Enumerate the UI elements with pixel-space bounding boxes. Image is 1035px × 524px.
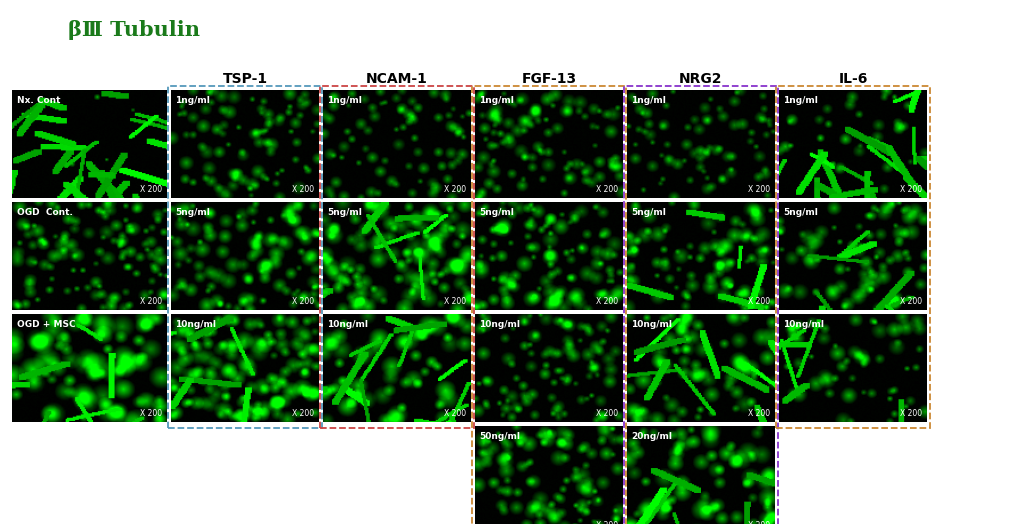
Text: X 200: X 200 [748,297,771,305]
Text: 10ng/ml: 10ng/ml [631,321,673,330]
Text: X 200: X 200 [444,297,467,305]
Bar [624,86,778,524]
Text: 50ng/ml: 50ng/ml [479,432,521,442]
Text: X 200: X 200 [293,297,315,305]
Text: X 200: X 200 [748,521,771,524]
Text: X 200: X 200 [293,409,315,418]
Text: 10ng/ml: 10ng/ml [176,321,216,330]
Text: X 200: X 200 [748,409,771,418]
Text: 5ng/ml: 5ng/ml [631,209,667,217]
Text: βⅢ Tubulin: βⅢ Tubulin [68,20,200,40]
Text: 5ng/ml: 5ng/ml [783,209,819,217]
Text: TSP-1: TSP-1 [223,72,268,86]
Text: X 200: X 200 [140,184,162,194]
Text: X 200: X 200 [293,184,315,194]
Text: IL-6: IL-6 [838,72,867,86]
Text: X 200: X 200 [596,297,619,305]
Bar [320,86,474,428]
Text: X 200: X 200 [140,409,162,418]
Text: 1ng/ml: 1ng/ml [479,96,514,105]
Text: X 200: X 200 [444,409,467,418]
Text: NRG2: NRG2 [679,72,722,86]
Text: 10ng/ml: 10ng/ml [479,321,521,330]
Text: X 200: X 200 [596,184,619,194]
Text: 20ng/ml: 20ng/ml [631,432,673,442]
Text: FGF-13: FGF-13 [522,72,576,86]
Bar [472,86,626,524]
Text: X 200: X 200 [140,297,162,305]
Text: X 200: X 200 [748,184,771,194]
Bar [168,86,322,428]
Bar [776,86,930,428]
Text: 5ng/ml: 5ng/ml [327,209,362,217]
Text: 10ng/ml: 10ng/ml [327,321,368,330]
Text: 5ng/ml: 5ng/ml [479,209,514,217]
Text: 1ng/ml: 1ng/ml [783,96,819,105]
Text: 10ng/ml: 10ng/ml [783,321,825,330]
Text: Nx. Cont: Nx. Cont [17,96,60,105]
Text: NCAM-1: NCAM-1 [366,72,427,86]
Text: OGD + MSC: OGD + MSC [17,321,76,330]
Text: 1ng/ml: 1ng/ml [327,96,362,105]
Text: X 200: X 200 [596,521,619,524]
Text: X 200: X 200 [444,184,467,194]
Text: 1ng/ml: 1ng/ml [176,96,210,105]
Text: X 200: X 200 [900,184,922,194]
Text: OGD  Cont.: OGD Cont. [17,209,72,217]
Text: 1ng/ml: 1ng/ml [631,96,667,105]
Text: X 200: X 200 [900,409,922,418]
Text: X 200: X 200 [596,409,619,418]
Text: 5ng/ml: 5ng/ml [176,209,210,217]
Text: X 200: X 200 [900,297,922,305]
